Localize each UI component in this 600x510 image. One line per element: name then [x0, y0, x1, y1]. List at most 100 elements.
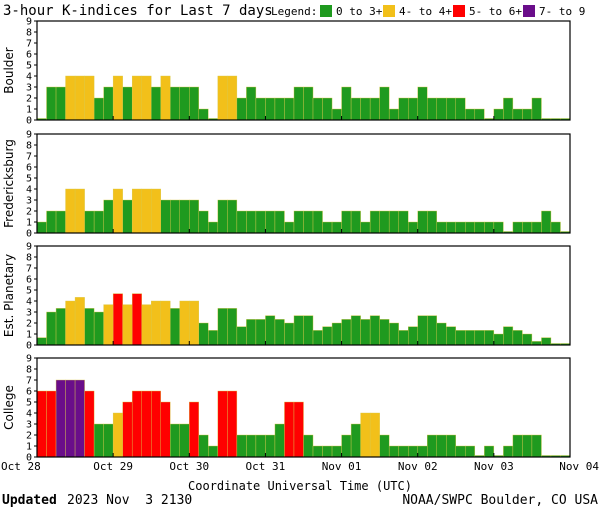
k-index-bar: [436, 97, 447, 121]
k-index-bar: [227, 75, 238, 121]
k-index-bar: [36, 221, 47, 234]
k-index-bar: [474, 108, 485, 121]
k-index-bar: [131, 390, 142, 458]
k-index-bar: [293, 210, 304, 234]
k-index-bar: [322, 326, 333, 346]
k-index-bar: [331, 221, 342, 234]
y-tick-label: 3: [26, 308, 32, 319]
k-index-bar: [236, 97, 247, 121]
y-tick-label: 2: [26, 319, 32, 330]
k-index-bar: [36, 390, 47, 458]
y-tick-label: 4: [26, 409, 32, 420]
y-tick-label: 5: [26, 286, 32, 297]
k-index-bar: [93, 210, 104, 234]
k-index-bar: [350, 97, 361, 121]
k-index-bar: [493, 108, 504, 121]
k-index-bar: [141, 75, 152, 121]
k-index-bar: [446, 434, 456, 458]
k-index-bar: [103, 86, 114, 121]
k-index-bar: [284, 401, 295, 458]
k-index-bar: [427, 210, 437, 234]
k-index-bar: [46, 86, 57, 121]
y-tick-label: 0: [26, 229, 32, 240]
k-index-bar: [398, 97, 409, 121]
k-index-bar: [408, 97, 418, 121]
k-index-bar: [303, 86, 314, 121]
k-index-bar: [112, 75, 123, 121]
k-index-bar: [65, 379, 76, 458]
k-index-bar: [446, 97, 456, 121]
k-index-bar: [189, 199, 200, 234]
k-index-bar: [55, 308, 66, 346]
y-tick-label: 3: [26, 196, 32, 207]
k-index-bar: [369, 315, 380, 346]
k-index-bar: [350, 315, 361, 346]
k-index-bar: [398, 210, 409, 234]
k-index-bar: [160, 199, 171, 234]
y-tick-label: 8: [26, 365, 32, 376]
k-index-bar: [274, 423, 285, 458]
k-index-bar: [455, 221, 466, 234]
k-index-bar: [427, 315, 437, 346]
k-index-bar: [217, 390, 228, 458]
k-index-bar: [474, 330, 485, 346]
k-index-bar: [65, 300, 76, 346]
k-index-bar: [227, 390, 238, 458]
k-index-bar: [550, 221, 561, 234]
k-index-bar: [465, 221, 476, 234]
k-index-bar: [303, 210, 314, 234]
k-index-bar: [274, 210, 285, 234]
k-index-bar: [408, 221, 418, 234]
y-tick-label: 9: [26, 354, 32, 365]
legend-swatch: [383, 5, 395, 17]
k-index-bar: [227, 199, 238, 234]
k-index-bar: [446, 326, 456, 346]
k-index-bar: [151, 86, 161, 121]
k-index-bar: [388, 322, 399, 346]
legend-entry-label: 0 to 3+: [336, 5, 383, 18]
k-index-bar: [446, 221, 456, 234]
y-tick-label: 3: [26, 83, 32, 94]
y-tick-label: 2: [26, 94, 32, 105]
y-tick-label: 8: [26, 141, 32, 152]
k-index-bar: [160, 75, 171, 121]
k-index-bar: [341, 210, 352, 234]
k-index-bar: [417, 210, 428, 234]
y-tick-label: 1: [26, 330, 32, 341]
k-index-bar: [436, 434, 447, 458]
k-index-bar: [122, 86, 133, 121]
k-index-bar: [265, 210, 276, 234]
k-index-bar: [74, 75, 85, 121]
k-index-bar: [189, 401, 200, 458]
y-tick-label: 4: [26, 72, 32, 83]
k-index-bar: [331, 322, 342, 346]
k-index-bar: [198, 322, 209, 346]
k-index-bar: [84, 390, 95, 458]
legend-swatch: [523, 5, 535, 17]
k-index-bar: [408, 445, 418, 458]
k-index-bar: [208, 330, 219, 346]
y-tick-label: 7: [26, 152, 32, 163]
k-index-bar: [312, 210, 323, 234]
k-index-bar: [55, 379, 66, 458]
k-index-bar: [436, 221, 447, 234]
k-index-bar: [284, 322, 295, 346]
k-index-bar: [322, 445, 333, 458]
k-index-bar: [122, 401, 133, 458]
k-index-bar: [131, 293, 142, 346]
k-index-bar: [274, 319, 285, 346]
k-index-bar: [284, 221, 295, 234]
k-index-bar: [360, 97, 371, 121]
k-index-bar: [93, 311, 104, 346]
k-index-bar: [360, 319, 371, 346]
k-index-bar: [112, 293, 123, 346]
k-index-bar: [341, 86, 352, 121]
k-index-bar: [531, 434, 542, 458]
k-index-bar: [103, 423, 114, 458]
k-index-bar: [141, 304, 152, 346]
k-index-bar: [379, 210, 390, 234]
panel-label: Boulder: [2, 47, 16, 94]
k-index-bar: [303, 315, 314, 346]
